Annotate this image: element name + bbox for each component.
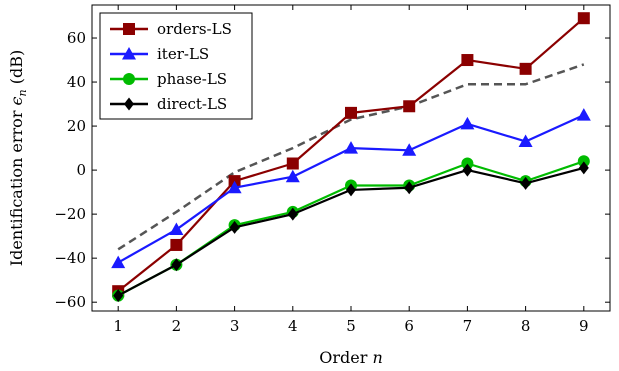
data-point-orders-ls: [403, 100, 416, 113]
series-line-reference: [117, 63, 585, 251]
x-tick-label: 8: [521, 317, 531, 335]
x-axis-label: Order n: [319, 348, 383, 367]
legend-label-phase-ls: phase-LS: [157, 70, 227, 88]
data-point-phase-ls: [461, 157, 474, 170]
legend-marker-iter-ls: [122, 47, 136, 60]
legend-marker-phase-ls: [123, 73, 135, 85]
x-tick-label: 9: [579, 317, 589, 335]
data-point-orders-ls: [519, 62, 532, 75]
y-axis-label: Identification error ϵn (dB): [7, 50, 30, 266]
data-point-phase-ls: [577, 155, 590, 168]
legend-label-direct-ls: direct-LS: [157, 95, 227, 113]
legend-label-iter-ls: iter-LS: [157, 45, 209, 63]
series-reference: [117, 63, 585, 251]
legend: orders-LS iter-LS phase-LS direct-LS: [99, 12, 253, 120]
data-point-direct-ls: [113, 289, 124, 303]
data-point-iter-ls: [576, 108, 591, 121]
series-iter-ls: [111, 108, 591, 269]
data-point-iter-ls: [169, 222, 184, 236]
data-point-orders-ls: [345, 106, 357, 119]
data-point-iter-ls: [111, 255, 126, 269]
x-tick-label: 7: [463, 317, 473, 335]
data-point-iter-ls: [344, 141, 358, 154]
x-tick-label: 6: [404, 317, 414, 335]
data-point-direct-ls: [229, 220, 240, 234]
series-direct-ls: [113, 161, 589, 303]
data-point-iter-ls: [518, 134, 533, 147]
x-axis: 1 2 3 4 5 6 7 8 9: [113, 5, 589, 335]
data-point-orders-ls: [286, 157, 299, 170]
y-tick-label: 60: [67, 29, 86, 47]
data-point-direct-ls: [287, 207, 298, 221]
legend-label-orders-ls: orders-LS: [157, 20, 232, 38]
data-point-direct-ls: [578, 161, 589, 175]
legend-marker-orders-ls: [123, 23, 135, 35]
x-tick-label: 1: [113, 317, 123, 335]
x-tick-label: 5: [346, 317, 356, 335]
data-point-iter-ls: [285, 169, 300, 183]
data-point-direct-ls: [462, 163, 473, 177]
data-point-direct-ls: [404, 181, 415, 195]
x-tick-label: 3: [230, 317, 240, 335]
data-point-direct-ls: [520, 176, 531, 190]
legend-marker-direct-ls: [124, 97, 134, 111]
y-tick-label: 20: [67, 117, 86, 135]
x-tick-label: 2: [172, 317, 182, 335]
y-tick-label: −40: [54, 249, 86, 267]
y-tick-label: 40: [67, 73, 86, 91]
data-point-iter-ls: [460, 116, 475, 130]
y-tick-label: 0: [76, 161, 86, 179]
series-phase-ls: [112, 155, 590, 302]
data-point-orders-ls: [461, 54, 474, 67]
data-point-orders-ls: [577, 12, 590, 25]
data-point-direct-ls: [171, 258, 182, 272]
series-layer: [111, 12, 591, 303]
y-tick-label: −60: [54, 293, 86, 311]
y-tick-label: −20: [54, 205, 86, 223]
data-point-iter-ls: [227, 180, 242, 194]
x-tick-label: 4: [288, 317, 298, 335]
y-axis: −60 −40 −20 0 20 40 60: [54, 29, 610, 311]
data-point-iter-ls: [402, 143, 417, 156]
data-point-orders-ls: [170, 238, 183, 251]
data-point-direct-ls: [346, 183, 356, 197]
